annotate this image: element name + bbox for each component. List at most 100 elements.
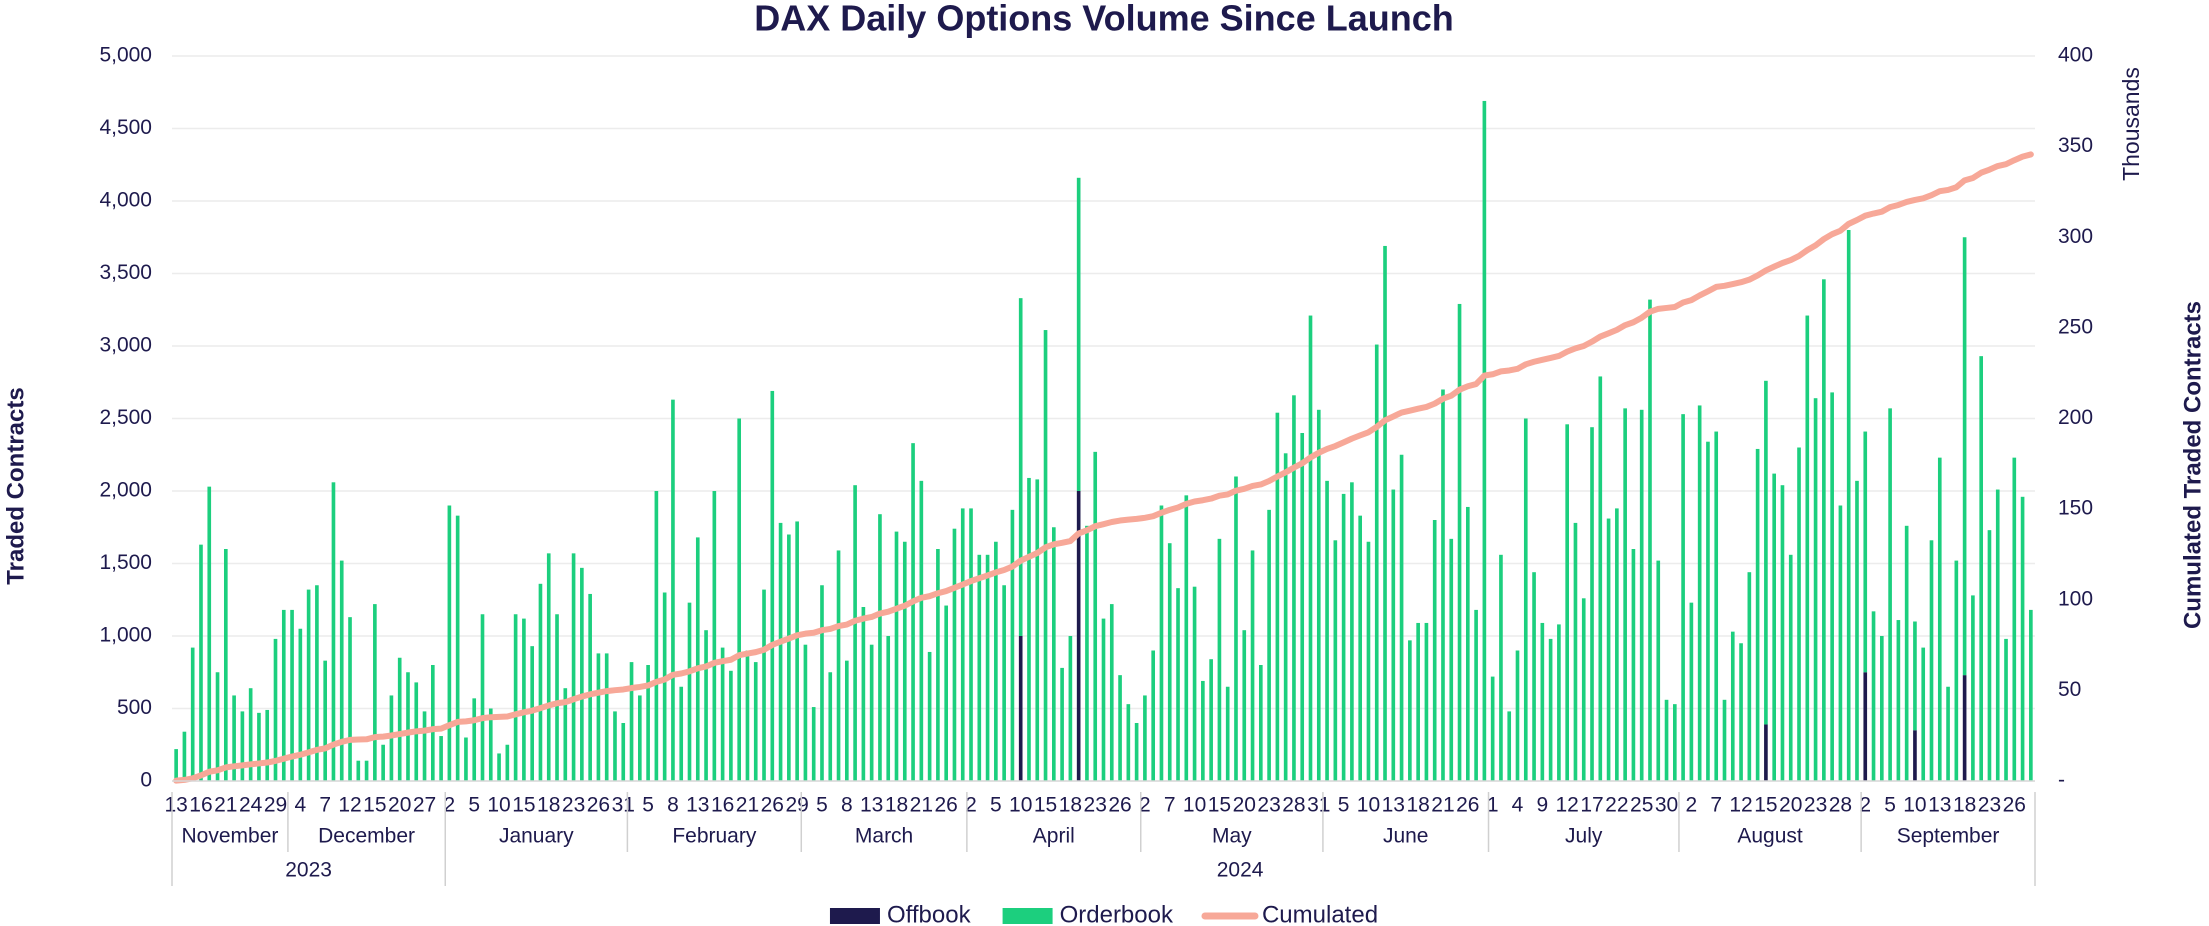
x-tick-label: 23 — [562, 794, 585, 817]
chart-title: DAX Daily Options Volume Since Launch — [754, 0, 1453, 39]
month-label: September — [1897, 825, 2000, 848]
y-tick-label: 2,000 — [99, 479, 152, 502]
bar — [1797, 447, 1801, 781]
bar — [604, 653, 609, 781]
x-tick-label: 12 — [1729, 794, 1752, 817]
bar — [455, 515, 460, 781]
x-tick-label: 2 — [444, 794, 456, 817]
x-tick-label: 28 — [1282, 794, 1305, 817]
bar — [464, 737, 468, 781]
bar — [1904, 525, 1909, 781]
bar — [497, 753, 501, 781]
bar — [894, 531, 899, 781]
bar — [447, 505, 452, 781]
bar — [762, 589, 766, 781]
bar — [828, 672, 833, 781]
bar — [1962, 675, 1967, 781]
x-tick-label: 7 — [1710, 794, 1722, 817]
x-tick-label: 15 — [1208, 794, 1231, 817]
bar — [306, 589, 311, 781]
bar — [1250, 550, 1255, 781]
month-label: April — [1033, 825, 1075, 848]
bar — [1184, 495, 1189, 781]
bar — [240, 711, 245, 781]
bar — [654, 491, 659, 781]
bar — [1962, 237, 1967, 676]
bar — [1913, 621, 1917, 731]
bar — [844, 660, 849, 781]
bar — [853, 485, 857, 781]
x-tick-label: 31 — [612, 794, 635, 817]
bar — [580, 567, 584, 781]
x-tick-label: 24 — [239, 794, 263, 817]
bar — [339, 560, 344, 781]
bar — [1424, 622, 1429, 781]
bar — [1523, 418, 1528, 781]
bar — [1805, 315, 1810, 781]
x-tick-label: 2 — [965, 794, 977, 817]
bar — [960, 508, 965, 781]
x-tick-label: 5 — [816, 794, 828, 817]
x-tick-label: 26 — [1456, 794, 1479, 817]
bar — [1482, 100, 1487, 781]
bar — [522, 618, 526, 781]
bar — [1573, 522, 1578, 781]
bar — [1499, 554, 1503, 781]
x-tick-label: 15 — [363, 794, 386, 817]
x-tick-label: 13 — [1382, 794, 1405, 817]
bar — [563, 688, 568, 781]
x-tick-label: 5 — [1884, 794, 1896, 817]
bar — [1937, 457, 1942, 781]
bar — [1863, 431, 1868, 673]
x-tick-label: 2 — [1859, 794, 1871, 817]
x-tick-label: 16 — [189, 794, 212, 817]
bar — [555, 614, 559, 781]
bar — [1109, 604, 1114, 781]
bar — [439, 736, 443, 781]
bar — [861, 607, 866, 781]
bar — [1358, 515, 1363, 781]
x-tick-label: 16 — [711, 794, 734, 817]
legend-label: Offbook — [887, 901, 972, 926]
bar — [2004, 638, 2008, 781]
y2-tick-label: 400 — [2058, 44, 2093, 67]
bar — [265, 709, 270, 781]
bar — [803, 644, 808, 781]
bar — [1838, 505, 1843, 781]
legend-item: Cumulated — [1201, 901, 1378, 926]
bar — [348, 617, 352, 781]
x-tick-label: 2 — [1686, 794, 1698, 817]
bar — [331, 482, 336, 781]
y2-tick-label: 300 — [2058, 225, 2093, 248]
bar — [232, 695, 236, 781]
y-tick-label: 4,000 — [99, 189, 152, 212]
bar — [364, 760, 369, 781]
bar — [1590, 427, 1594, 781]
bar — [671, 399, 675, 781]
y2-tick-label: 350 — [2058, 134, 2093, 157]
bar — [1010, 509, 1015, 781]
bar — [248, 688, 253, 781]
month-label: December — [318, 825, 415, 848]
bar — [1706, 441, 1710, 781]
x-tick-label: 7 — [1164, 794, 1176, 817]
y2-tick-label: 150 — [2058, 497, 2093, 520]
bar — [952, 528, 957, 781]
bar — [1995, 489, 2000, 781]
bar — [1308, 315, 1313, 781]
bar — [1316, 409, 1321, 781]
legend-swatch — [829, 908, 880, 924]
x-tick-label: 23 — [1257, 794, 1280, 817]
x-tick-label: 13 — [860, 794, 883, 817]
x-tick-label: 15 — [512, 794, 535, 817]
x-tick-label: 29 — [785, 794, 808, 817]
bar — [1134, 723, 1139, 781]
x-tick-label: 31 — [1307, 794, 1330, 817]
bar — [1159, 505, 1164, 781]
bar — [1391, 489, 1396, 781]
x-tick-label: 23 — [1804, 794, 1827, 817]
bar — [472, 698, 477, 781]
bar — [1830, 392, 1834, 781]
bar — [1755, 448, 1760, 781]
